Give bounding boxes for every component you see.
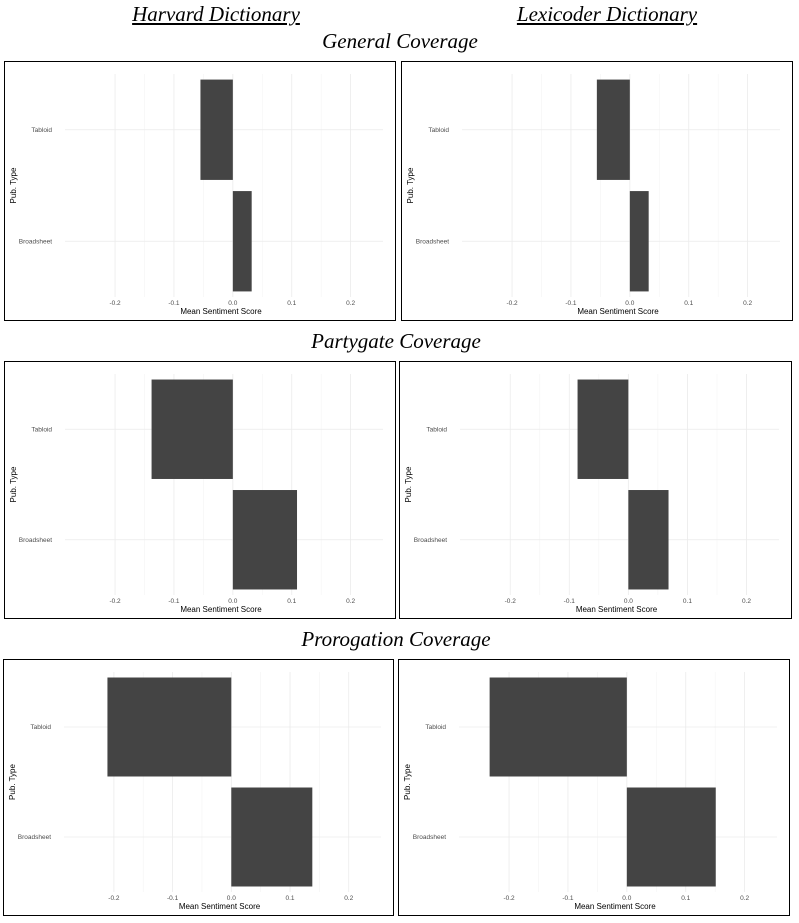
y-tick-label: Tabloid [30, 724, 51, 731]
y-tick-label: Tabloid [425, 724, 446, 731]
chart-panel-general-lexicoder: Tabloid Broadsheet -0.2 -0.1 0.0 0.1 0.2 Mean S… [401, 61, 793, 321]
chart-svg: Tabloid Broadsheet -0.2 -0.1 0.0 0.1 0.2 Mean S… [9, 74, 383, 316]
x-tick-label: 0.2 [346, 598, 355, 605]
x-axis-title: Mean Sentiment Score [180, 605, 262, 614]
y-axis-title: Pub. Type [404, 466, 413, 502]
section-title-prorogation: Prorogation Coverage [301, 627, 491, 651]
chart-svg: Tabloid Broadsheet -0.2 -0.1 0.0 0.1 0.2 Mean S… [9, 374, 383, 614]
x-tick-label: -0.1 [562, 895, 574, 902]
chart-svg: Tabloid Broadsheet -0.2 -0.1 0.0 0.1 0.2 Mean S… [403, 672, 777, 911]
x-tick-label: -0.1 [168, 300, 180, 307]
bar-tabloid [200, 79, 233, 180]
x-tick-label: 0.2 [346, 300, 355, 307]
bar-broadsheet [232, 191, 252, 292]
y-tick-label: Broadsheet [19, 238, 52, 245]
x-axis-title: Mean Sentiment Score [574, 902, 656, 911]
x-tick-label: 0.1 [681, 895, 690, 902]
bar-broadsheet [626, 787, 716, 887]
x-tick-label: 0.0 [228, 598, 237, 605]
section-title-general: General Coverage [322, 29, 478, 53]
x-tick-label: 0.2 [740, 895, 749, 902]
x-tick-label: -0.1 [168, 598, 180, 605]
y-axis-title: Pub. Type [9, 466, 18, 502]
y-tick-label: Tabloid [31, 127, 52, 134]
chart-svg: Tabloid Broadsheet -0.2 -0.1 0.0 0.1 0.2 Mean S… [8, 672, 381, 911]
chart-svg: Tabloid Broadsheet -0.2 -0.1 0.0 0.1 0.2 Mean S… [404, 374, 779, 614]
x-axis-title: Mean Sentiment Score [179, 902, 261, 911]
chart-panel-prorogation-harvard: Tabloid Broadsheet -0.2 -0.1 0.0 0.1 0.2 Mean S… [3, 659, 394, 916]
y-tick-label: Broadsheet [416, 238, 449, 245]
y-axis-title: Pub. Type [8, 764, 17, 800]
bar-broadsheet [231, 787, 313, 887]
x-tick-label: -0.1 [167, 895, 179, 902]
x-tick-label: 0.1 [683, 598, 692, 605]
chart-panel-prorogation-lexicoder: Tabloid Broadsheet -0.2 -0.1 0.0 0.1 0.2 Mean S… [398, 659, 790, 916]
x-tick-label: 0.2 [742, 598, 751, 605]
y-tick-label: Tabloid [426, 426, 447, 433]
y-axis-title: Pub. Type [9, 167, 18, 203]
bar-tabloid [596, 79, 630, 180]
x-axis-title: Mean Sentiment Score [576, 605, 658, 614]
bar-broadsheet [629, 191, 649, 292]
x-tick-label: 0.0 [228, 300, 237, 307]
y-axis-title: Pub. Type [403, 764, 412, 800]
x-tick-label: -0.2 [503, 895, 515, 902]
x-tick-label: 0.1 [287, 598, 296, 605]
header-harvard-dictionary: Harvard Dictionary [132, 2, 300, 26]
x-axis-title: Mean Sentiment Score [577, 307, 659, 316]
chart-panel-general-harvard: Tabloid Broadsheet -0.2 -0.1 0.0 0.1 0.2 Mean S… [4, 61, 396, 321]
x-tick-label: -0.2 [109, 598, 121, 605]
y-tick-label: Broadsheet [18, 834, 51, 841]
x-tick-label: 0.1 [285, 895, 294, 902]
x-tick-label: -0.1 [564, 598, 576, 605]
y-tick-label: Tabloid [428, 127, 449, 134]
x-tick-label: 0.0 [622, 895, 631, 902]
header-lexicoder-dictionary: Lexicoder Dictionary [516, 2, 698, 26]
bar-tabloid [151, 379, 233, 479]
x-tick-label: -0.2 [506, 300, 518, 307]
y-axis-title: Pub. Type [406, 167, 415, 203]
bar-broadsheet [628, 490, 669, 590]
x-tick-label: 0.2 [743, 300, 752, 307]
x-tick-label: 0.1 [684, 300, 693, 307]
x-tick-label: -0.2 [108, 895, 120, 902]
x-tick-label: 0.1 [287, 300, 296, 307]
bar-tabloid [577, 379, 629, 479]
x-tick-label: -0.2 [109, 300, 121, 307]
chart-svg: Tabloid Broadsheet -0.2 -0.1 0.0 0.1 0.2 Mean S… [406, 74, 780, 316]
x-tick-label: 0.0 [624, 598, 633, 605]
bar-tabloid [107, 677, 232, 777]
y-tick-label: Broadsheet [414, 537, 447, 544]
chart-panel-partygate-harvard: Tabloid Broadsheet -0.2 -0.1 0.0 0.1 0.2 Mean S… [4, 361, 396, 619]
y-tick-label: Tabloid [31, 426, 52, 433]
section-title-partygate: Partygate Coverage [311, 329, 481, 353]
bar-broadsheet [232, 490, 298, 590]
x-axis-title: Mean Sentiment Score [180, 307, 262, 316]
y-tick-label: Broadsheet [413, 834, 446, 841]
y-tick-label: Broadsheet [19, 537, 52, 544]
x-tick-label: -0.2 [505, 598, 517, 605]
chart-panel-partygate-lexicoder: Tabloid Broadsheet -0.2 -0.1 0.0 0.1 0.2 Mean S… [399, 361, 792, 619]
x-tick-label: -0.1 [565, 300, 577, 307]
x-tick-label: 0.2 [344, 895, 353, 902]
x-tick-label: 0.0 [625, 300, 634, 307]
x-tick-label: 0.0 [227, 895, 236, 902]
bar-tabloid [489, 677, 627, 777]
